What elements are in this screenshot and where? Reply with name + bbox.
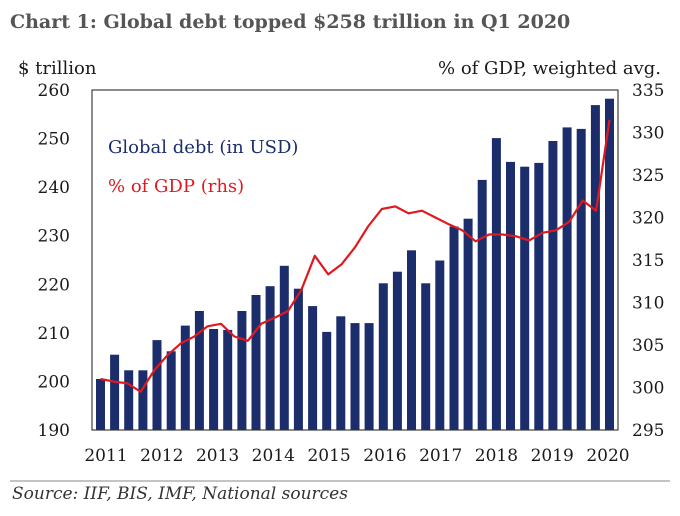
debt-bar	[491, 138, 501, 430]
debt-bar	[336, 316, 346, 430]
debt-bar	[520, 166, 530, 430]
debt-bar	[590, 105, 600, 430]
debt-bar	[534, 162, 544, 430]
debt-bar	[548, 141, 558, 430]
left-tick-label: 190	[38, 421, 70, 441]
debt-bar	[279, 265, 289, 430]
x-tick-label: 2017	[419, 446, 462, 466]
right-tick-label: 335	[632, 81, 664, 101]
debt-bar	[152, 340, 162, 430]
right-tick-label: 305	[632, 336, 664, 356]
debt-bar	[209, 329, 219, 430]
debt-bar	[237, 311, 247, 430]
left-tick-label: 230	[38, 227, 70, 247]
gdp-percent-line	[100, 119, 611, 393]
debt-bar	[194, 311, 204, 430]
debt-bar	[166, 351, 176, 430]
chart-title: Chart 1: Global debt topped $258 trillio…	[10, 11, 570, 33]
debt-bar	[350, 323, 360, 430]
debt-bar	[506, 161, 515, 430]
right-tick-label: 300	[632, 379, 664, 399]
debt-bar	[392, 271, 402, 430]
right-tick-label: 325	[632, 166, 664, 186]
left-tick-label: 220	[38, 275, 70, 295]
debt-bar	[407, 250, 416, 430]
debt-bar	[449, 226, 459, 430]
debt-bar	[223, 329, 233, 430]
left-axis-ticks: 190 200 210 220 230 240 250 260	[38, 81, 70, 441]
left-tick-label: 250	[38, 130, 70, 150]
debt-bar	[463, 218, 473, 430]
debt-bar	[421, 283, 431, 430]
left-axis-unit: $ trillion	[18, 58, 97, 79]
x-axis-ticks: 2011 2012 2013 2014 2015 2016 2017 2018 2019 2020	[84, 446, 629, 466]
right-tick-label: 310	[632, 294, 664, 314]
left-tick-label: 260	[38, 81, 70, 101]
right-tick-label: 295	[632, 421, 664, 441]
left-tick-label: 210	[38, 324, 70, 344]
x-tick-label: 2014	[252, 446, 295, 466]
debt-bar	[308, 306, 318, 430]
debt-bar	[138, 370, 148, 430]
debt-bar	[251, 295, 261, 430]
debt-bar	[110, 354, 120, 430]
x-tick-label: 2016	[363, 446, 406, 466]
debt-bar	[180, 325, 190, 430]
right-axis-ticks: 295 300 305 310 315 320 325 330 335	[632, 81, 664, 441]
legend-global-debt: Global debt (in USD)	[108, 137, 298, 158]
source-note: Source: IIF, BIS, IMF, National sources	[12, 484, 348, 504]
right-tick-label: 320	[632, 209, 664, 229]
debt-bar	[322, 331, 332, 430]
debt-bar	[605, 98, 614, 430]
legend-gdp-percent: % of GDP (rhs)	[108, 176, 244, 197]
debt-bar	[364, 323, 374, 430]
right-tick-label: 330	[632, 124, 664, 144]
x-tick-label: 2020	[586, 446, 629, 466]
debt-bar	[576, 128, 586, 430]
debt-bar	[293, 288, 303, 430]
x-tick-label: 2018	[475, 446, 518, 466]
debt-bar	[477, 179, 487, 430]
right-tick-label: 315	[632, 251, 664, 271]
x-tick-label: 2012	[140, 446, 183, 466]
x-tick-label: 2019	[531, 446, 574, 466]
debt-bar	[435, 260, 445, 430]
debt-bar	[265, 286, 275, 430]
debt-bar	[562, 127, 572, 431]
left-tick-label: 200	[38, 372, 70, 392]
x-tick-label: 2011	[84, 446, 127, 466]
debt-bar	[124, 370, 134, 430]
debt-bar	[96, 379, 105, 430]
x-tick-label: 2013	[196, 446, 239, 466]
left-tick-label: 240	[38, 178, 70, 198]
right-axis-unit: % of GDP, weighted avg.	[438, 58, 661, 79]
debt-bars	[96, 98, 614, 431]
debt-bar	[378, 283, 388, 430]
x-tick-label: 2015	[307, 446, 350, 466]
